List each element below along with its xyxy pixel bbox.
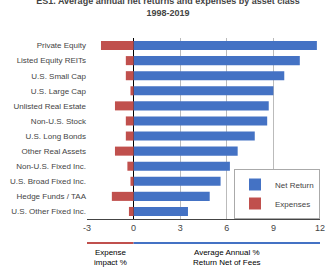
svg-text:U.S. Broad Fixed Inc.: U.S. Broad Fixed Inc.: [10, 177, 86, 186]
svg-text:Expenseimpact %: Expenseimpact %: [94, 248, 127, 267]
svg-text:ES1. Average annual net return: ES1. Average annual net returns and expe…: [36, 0, 299, 18]
svg-text:6: 6: [224, 223, 229, 233]
svg-text:-3: -3: [83, 223, 91, 233]
svg-text:Expenses: Expenses: [275, 200, 310, 209]
svg-text:U.S. Small Cap: U.S. Small Cap: [31, 72, 86, 81]
svg-text:U.S. Long Bonds: U.S. Long Bonds: [26, 132, 86, 141]
svg-text:Hedge Funds / TAA: Hedge Funds / TAA: [16, 192, 86, 201]
svg-text:12: 12: [315, 223, 325, 233]
svg-text:U.S. Other Fixed Inc.: U.S. Other Fixed Inc.: [11, 207, 86, 216]
svg-text:Private Equity: Private Equity: [37, 41, 86, 50]
svg-text:0: 0: [131, 223, 136, 233]
svg-text:9: 9: [271, 223, 276, 233]
svg-text:Non-U.S. Fixed Inc.: Non-U.S. Fixed Inc.: [16, 162, 86, 171]
svg-text:Other Real Assets: Other Real Assets: [22, 147, 86, 156]
svg-text:Listed Equity REITs: Listed Equity REITs: [17, 56, 86, 65]
svg-text:Non-U.S. Stock: Non-U.S. Stock: [31, 117, 87, 126]
svg-text:Average Annual %Return Net of: Average Annual %Return Net of Fees: [193, 248, 261, 267]
svg-text:3: 3: [178, 223, 183, 233]
svg-text:U.S. Large Cap: U.S. Large Cap: [31, 87, 87, 96]
svg-text:Net Return: Net Return: [275, 181, 314, 190]
svg-text:Unlisted Real Estate: Unlisted Real Estate: [14, 102, 87, 111]
